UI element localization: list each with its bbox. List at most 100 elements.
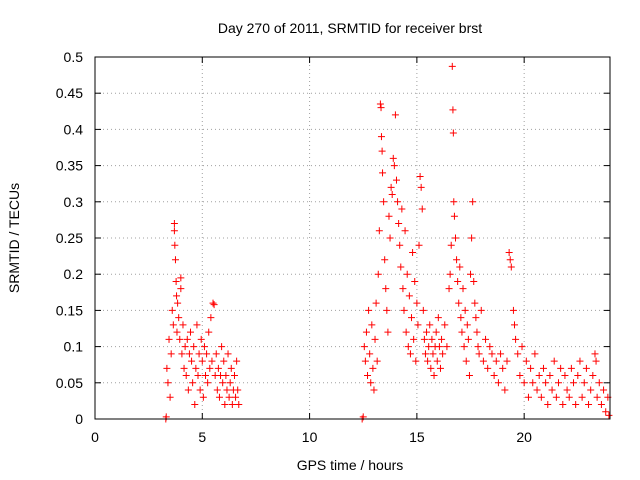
data-point-marker: [456, 263, 464, 271]
data-point-marker: [548, 386, 556, 394]
data-point-marker: [193, 321, 201, 329]
data-point-marker: [230, 372, 238, 380]
data-point-marker: [182, 372, 190, 380]
data-point-marker: [459, 285, 467, 293]
data-point-marker: [563, 386, 571, 394]
data-point-marker: [412, 357, 420, 365]
data-point-marker: [605, 411, 613, 419]
data-point-marker: [449, 106, 457, 114]
data-point-marker: [417, 183, 425, 191]
data-point-marker: [511, 321, 519, 329]
data-point-marker: [470, 277, 478, 285]
data-point-marker: [366, 350, 374, 358]
x-tick-label: 5: [198, 429, 206, 445]
data-point-marker: [389, 154, 397, 162]
data-point-marker: [192, 364, 200, 372]
data-point-marker: [170, 220, 178, 228]
data-point-marker: [388, 191, 396, 199]
data-point-marker: [531, 350, 539, 358]
data-point-marker: [507, 263, 515, 271]
data-point-marker: [574, 372, 582, 380]
y-tick-label: 0.2: [64, 266, 84, 282]
data-point-marker: [542, 379, 550, 387]
chart-title: Day 270 of 2011, SRMTID for receiver brs…: [218, 20, 482, 36]
data-point-marker: [173, 292, 181, 300]
data-point-marker: [383, 306, 391, 314]
data-point-marker: [429, 350, 437, 358]
data-point-marker: [438, 335, 446, 343]
data-point-marker: [544, 401, 552, 409]
data-point-marker: [492, 357, 500, 365]
data-point-marker: [505, 248, 513, 256]
data-point-marker: [457, 314, 465, 322]
data-point-marker: [424, 357, 432, 365]
data-point-marker: [215, 393, 223, 401]
data-point-marker: [220, 357, 228, 365]
data-point-marker: [189, 379, 197, 387]
data-point-marker: [398, 205, 406, 213]
data-point-marker: [587, 386, 595, 394]
data-point-marker: [385, 212, 393, 220]
grid-lines: [95, 57, 610, 419]
data-point-marker: [184, 386, 192, 394]
y-tick-label: 0.5: [64, 49, 84, 65]
data-point-marker: [188, 357, 196, 365]
data-point-marker: [452, 234, 459, 242]
data-point-marker: [578, 393, 586, 401]
data-point-marker: [585, 401, 593, 409]
data-point-marker: [557, 364, 565, 372]
x-tick-label: 15: [409, 429, 425, 445]
data-point-marker: [194, 372, 202, 380]
data-point-marker: [559, 401, 567, 409]
data-point-marker: [190, 343, 198, 351]
data-point-marker: [479, 357, 487, 365]
data-point-marker: [455, 299, 463, 307]
data-point-marker: [436, 364, 444, 372]
data-point-marker: [449, 129, 457, 137]
data-point-marker: [387, 183, 395, 191]
data-point-marker: [227, 364, 235, 372]
data-point-marker: [362, 328, 370, 336]
data-point-marker: [373, 357, 381, 365]
data-point-marker: [392, 176, 400, 184]
data-point-marker: [163, 364, 171, 372]
data-point-marker: [509, 306, 517, 314]
y-tick-label: 0.05: [56, 375, 83, 391]
data-point-marker: [490, 372, 498, 380]
data-point-marker: [171, 241, 179, 249]
data-point-marker: [546, 372, 554, 380]
data-point-marker: [467, 270, 475, 278]
data-point-marker: [411, 277, 419, 285]
data-point-marker: [416, 172, 424, 180]
data-point-marker: [168, 306, 176, 314]
data-point-marker: [224, 350, 232, 358]
data-point-marker: [441, 321, 449, 329]
data-point-marker: [580, 379, 588, 387]
data-point-marker: [537, 393, 545, 401]
data-point-marker: [595, 379, 603, 387]
data-point-marker: [524, 393, 532, 401]
data-point-marker: [494, 379, 502, 387]
data-point-marker: [166, 393, 174, 401]
data-point-marker: [213, 386, 221, 394]
data-point-marker: [399, 285, 407, 293]
data-point-marker: [461, 306, 469, 314]
data-point-marker: [197, 335, 205, 343]
data-point-marker: [418, 205, 426, 213]
x-axis-label: GPS time / hours: [297, 457, 404, 473]
data-point-marker: [232, 393, 240, 401]
data-point-marker: [445, 285, 453, 293]
data-point-marker: [380, 198, 388, 206]
data-point-marker: [450, 212, 458, 220]
data-point-marker: [218, 343, 226, 351]
data-point-marker: [474, 343, 482, 351]
data-point-marker: [471, 299, 479, 307]
data-point-marker: [473, 328, 481, 336]
y-tick-label: 0.35: [56, 158, 83, 174]
data-point-marker: [395, 220, 403, 228]
y-tick-label: 0.45: [56, 85, 83, 101]
data-point-marker: [555, 379, 562, 387]
data-point-marker: [499, 364, 507, 372]
data-point-marker: [379, 169, 387, 177]
data-point-marker: [561, 372, 569, 380]
